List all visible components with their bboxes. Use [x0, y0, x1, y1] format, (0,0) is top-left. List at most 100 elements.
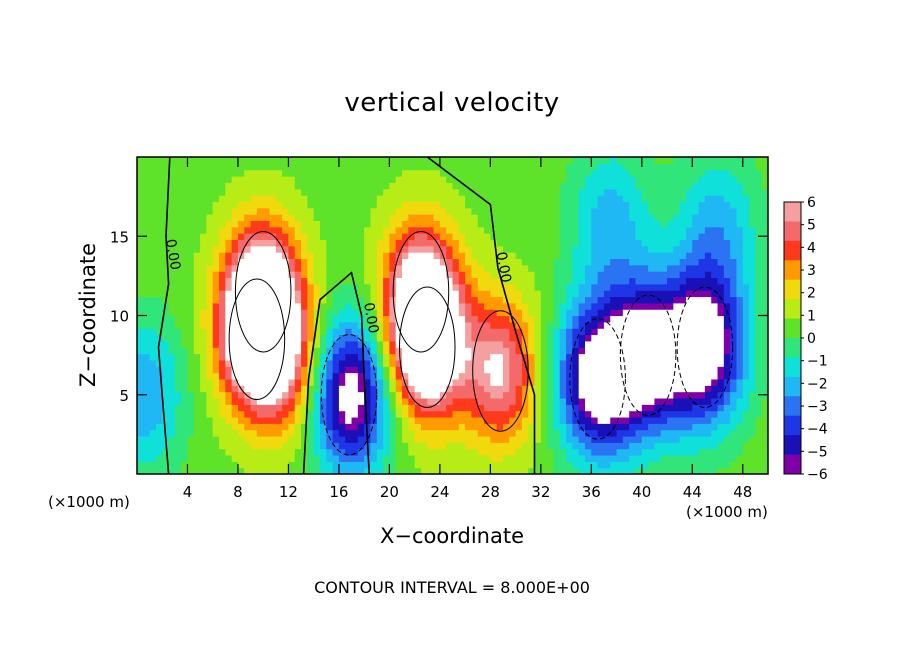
- field-cell: [137, 277, 144, 285]
- field-cell: [389, 296, 397, 304]
- field-cell: [439, 366, 447, 374]
- field-cell: [641, 283, 649, 291]
- field-cell: [736, 201, 744, 209]
- field-cell: [616, 404, 624, 412]
- field-cell: [420, 258, 428, 266]
- field-cell: [193, 283, 201, 291]
- field-cell: [490, 182, 498, 190]
- field-cell: [622, 334, 630, 342]
- field-cell: [648, 448, 656, 456]
- field-cell: [187, 385, 195, 393]
- field-cell: [446, 385, 454, 393]
- field-cell: [256, 328, 264, 336]
- field-cell: [244, 423, 252, 431]
- field-cell: [692, 328, 700, 336]
- field-cell: [698, 340, 706, 348]
- field-cell: [553, 176, 561, 183]
- field-cell: [402, 359, 409, 367]
- field-cell: [597, 372, 605, 380]
- field-cell: [446, 334, 454, 342]
- field-cell: [282, 302, 290, 310]
- field-cell: [420, 169, 428, 177]
- field-cell: [168, 461, 176, 469]
- field-cell: [338, 404, 346, 412]
- field-cell: [711, 442, 719, 450]
- field-cell: [566, 195, 573, 202]
- field-cell: [761, 353, 768, 361]
- field-cell: [585, 302, 592, 310]
- field-cell: [408, 435, 416, 443]
- field-cell: [761, 328, 768, 336]
- field-cell: [225, 201, 233, 209]
- field-cell: [288, 245, 296, 253]
- field-cell: [307, 214, 315, 221]
- field-cell: [237, 258, 245, 266]
- field-cell: [395, 359, 403, 367]
- field-cell: [389, 233, 397, 241]
- field-cell: [673, 302, 681, 310]
- field-cell: [263, 207, 271, 215]
- field-cell: [534, 188, 542, 196]
- field-cell: [383, 334, 390, 342]
- field-cell: [591, 410, 599, 418]
- field-cell: [402, 353, 409, 361]
- field-cell: [667, 429, 674, 437]
- field-cell: [553, 429, 561, 437]
- field-cell: [231, 309, 239, 317]
- field-cell: [256, 391, 264, 399]
- field-cell: [534, 366, 542, 374]
- field-cell: [509, 385, 517, 393]
- field-cell: [357, 290, 365, 298]
- field-cell: [730, 157, 738, 164]
- field-cell: [749, 391, 756, 399]
- field-cell: [698, 264, 706, 272]
- field-cell: [547, 309, 555, 317]
- field-cell: [155, 283, 163, 291]
- field-cell: [711, 448, 719, 456]
- field-cell: [654, 429, 662, 437]
- field-cell: [282, 296, 290, 304]
- field-cell: [717, 423, 725, 431]
- field-cell: [622, 258, 630, 266]
- field-cell: [414, 353, 422, 361]
- field-cell: [357, 214, 365, 221]
- field-cell: [458, 404, 466, 412]
- field-cell: [730, 226, 738, 234]
- field-cell: [143, 435, 151, 443]
- field-cell: [553, 391, 561, 399]
- field-cell: [376, 359, 384, 367]
- field-cell: [610, 378, 618, 386]
- field-cell: [364, 239, 372, 247]
- field-cell: [521, 188, 529, 196]
- field-cell: [528, 201, 536, 209]
- field-cell: [256, 157, 264, 164]
- field-cell: [326, 169, 334, 177]
- field-cell: [578, 195, 586, 202]
- field-cell: [149, 423, 157, 431]
- field-cell: [692, 157, 700, 164]
- field-cell: [288, 264, 296, 272]
- field-cell: [408, 302, 416, 310]
- field-cell: [446, 201, 454, 209]
- field-cell: [181, 258, 189, 266]
- field-cell: [685, 195, 693, 202]
- field-cell: [338, 353, 346, 361]
- field-cell: [471, 245, 479, 253]
- field-cell: [585, 188, 592, 196]
- field-cell: [193, 454, 201, 462]
- field-cell: [528, 404, 536, 412]
- field-cell: [616, 461, 624, 469]
- field-cell: [288, 214, 296, 221]
- field-cell: [704, 454, 712, 462]
- field-cell: [206, 207, 214, 215]
- field-cell: [275, 347, 283, 355]
- field-cell: [591, 416, 599, 424]
- field-cell: [212, 258, 220, 266]
- field-cell: [723, 283, 731, 291]
- field-cell: [143, 448, 151, 456]
- field-cell: [458, 195, 466, 202]
- field-cell: [553, 435, 561, 443]
- field-cell: [212, 328, 220, 336]
- field-cell: [660, 416, 668, 424]
- field-cell: [711, 176, 719, 183]
